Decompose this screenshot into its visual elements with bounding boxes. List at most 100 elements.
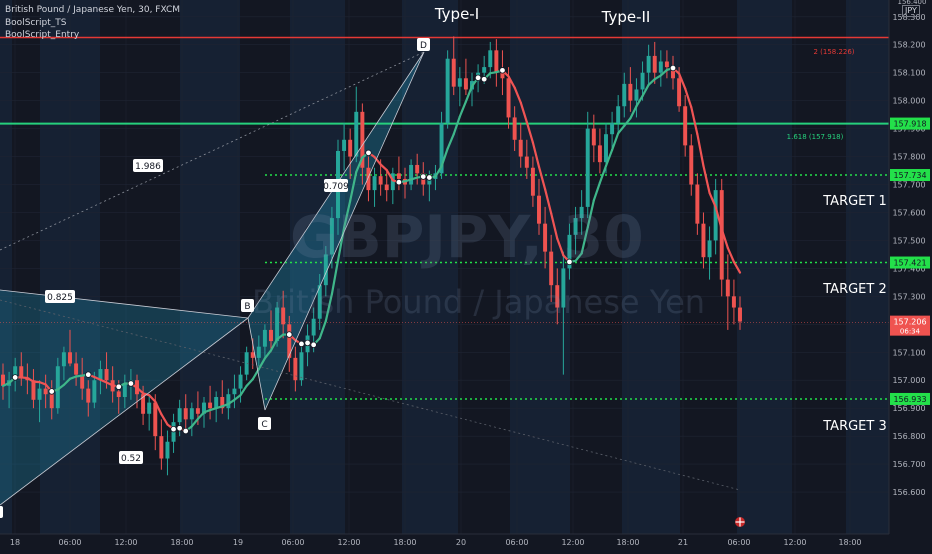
price-tick-label: 157.800	[892, 153, 925, 162]
candle-body	[239, 375, 243, 389]
time-tick-label: 12:00	[561, 538, 584, 547]
candle-body	[263, 330, 267, 347]
price-tick-label: 157.600	[892, 208, 925, 217]
candle-body	[513, 117, 517, 139]
name-watermark: British Pound / Japanese Yen	[252, 283, 705, 321]
time-tick-label: 12:00	[114, 538, 137, 547]
candle-body	[68, 352, 72, 363]
candle-body	[494, 50, 498, 72]
session-band	[737, 0, 792, 534]
candle-body	[610, 123, 614, 134]
candle-body	[726, 280, 730, 297]
candle-body	[348, 140, 352, 157]
price-tick-label: 158.200	[892, 41, 925, 50]
candle-body	[208, 403, 212, 409]
price-tick-label: 158.000	[892, 97, 925, 106]
candle-body	[677, 78, 681, 106]
time-tick-label: 19	[233, 538, 243, 547]
point-d-marker: D	[417, 38, 430, 51]
candle-body	[628, 84, 632, 101]
candle-body	[190, 408, 194, 419]
time-tick-label: 06:00	[58, 538, 81, 547]
currency-badge[interactable]: JPY	[902, 5, 920, 17]
candle-body	[269, 330, 273, 341]
candle-body	[354, 112, 358, 157]
candle-body	[385, 185, 389, 191]
signal-dot	[427, 175, 433, 181]
flag-icon	[735, 517, 745, 527]
ratio-label-1986: 1.986	[133, 159, 163, 172]
candle-body	[165, 442, 169, 459]
price-tag-text: 157.421	[893, 259, 926, 268]
candle-body	[117, 391, 121, 397]
point-c-marker: C	[258, 417, 271, 430]
price-tick-label: 157.500	[892, 236, 925, 245]
signal-dot	[366, 150, 372, 156]
candle-body	[293, 358, 297, 380]
point-c-label: C	[261, 420, 267, 430]
bar-timer-text: 06:34	[900, 328, 921, 336]
green-level-label: 1.618 (157.918)	[787, 133, 844, 141]
candle-body	[38, 389, 42, 400]
price-tag-text: 157.918	[893, 120, 926, 129]
price-tick-label: 157.300	[892, 292, 925, 301]
candle-body	[62, 352, 66, 366]
price-tick-label: 156.900	[892, 404, 925, 413]
candle-body	[342, 140, 346, 151]
candle-body	[732, 296, 736, 307]
candle-body	[19, 366, 23, 377]
legend-indicator-ts[interactable]: BoolScript_TS	[5, 17, 67, 29]
signal-dot	[183, 428, 189, 434]
candle-body	[409, 165, 413, 185]
candle-body	[458, 78, 462, 86]
candle-body	[397, 173, 401, 179]
target-3-label: TARGET 3	[822, 419, 887, 434]
ratio-label-0709: 0.709	[323, 179, 349, 192]
signal-dot	[49, 389, 55, 395]
signal-dot	[481, 76, 487, 82]
candle-body	[482, 67, 486, 73]
ratio-text-0709: 0.709	[323, 182, 349, 192]
candle-body	[531, 168, 535, 196]
target-1-label: TARGET 1	[822, 194, 887, 209]
candle-body	[665, 62, 669, 68]
price-tick-label: 156.800	[892, 432, 925, 441]
candle-body	[379, 176, 383, 184]
candle-body	[232, 389, 236, 395]
candle-body	[366, 168, 370, 190]
ratio-text-052: 0.52	[121, 454, 141, 464]
time-tick-label: 06:00	[281, 538, 304, 547]
candle-body	[159, 436, 163, 458]
candle-body	[586, 129, 590, 207]
legend-indicator-entry[interactable]: BoolScript_Entry	[5, 29, 79, 41]
candle-body	[647, 56, 651, 73]
candle-body	[452, 59, 456, 87]
signal-dot	[171, 426, 177, 432]
candle-body	[464, 78, 468, 89]
candle-body	[641, 73, 645, 90]
legend-symbol[interactable]: British Pound / Japanese Yen, 30, FXCM	[5, 4, 180, 16]
point-x-marker	[0, 506, 3, 518]
signal-dot	[396, 179, 402, 185]
time-tick-label: 18:00	[838, 538, 861, 547]
last-price-text: 157.206	[893, 318, 926, 327]
signal-dot	[116, 384, 122, 390]
candle-body	[708, 240, 712, 257]
candle-body	[738, 308, 742, 322]
time-tick-label: 12:00	[783, 538, 806, 547]
candle-body	[312, 319, 316, 336]
price-tick-label: 157.100	[892, 348, 925, 357]
price-tag-text: 157.734	[893, 171, 926, 180]
price-tag-text: 156.933	[893, 395, 926, 404]
candle-body	[153, 403, 157, 437]
signal-dot	[85, 372, 91, 378]
target-2-label: TARGET 2	[822, 282, 887, 297]
ratio-label-0825: 0.825	[45, 290, 75, 303]
candle-body	[616, 106, 620, 123]
time-tick-label: 06:00	[727, 538, 750, 547]
signal-dot	[12, 375, 18, 381]
candle-body	[598, 145, 602, 162]
candle-body	[701, 224, 705, 258]
